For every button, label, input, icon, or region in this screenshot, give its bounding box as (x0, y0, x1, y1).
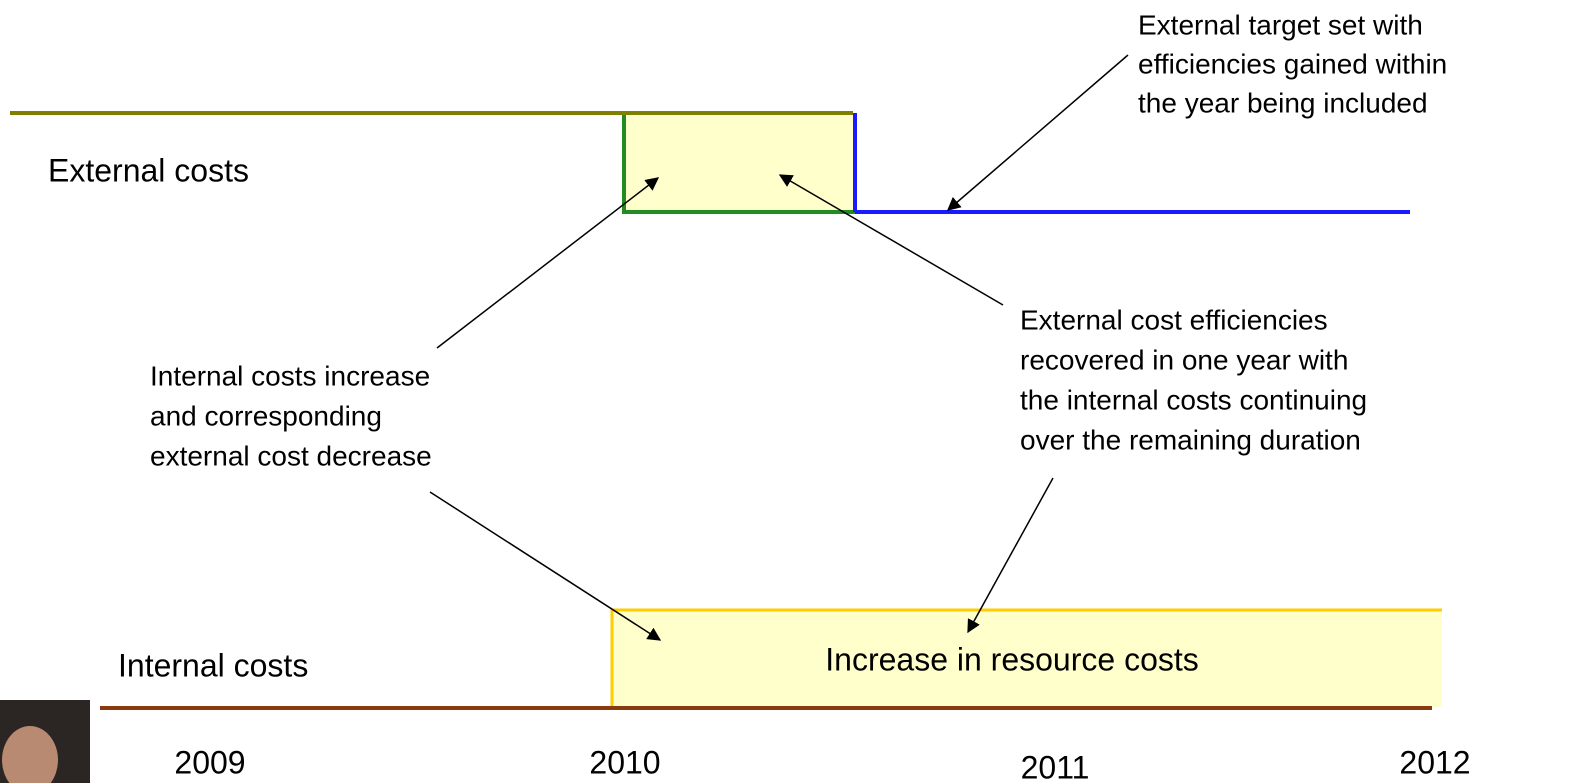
label: Internal costs (118, 647, 308, 683)
annotation: the year being included (1138, 87, 1428, 118)
year: 2009 (174, 744, 245, 780)
label: External costs (48, 152, 249, 188)
label: Increase in resource costs (825, 641, 1199, 677)
arrow (948, 55, 1128, 210)
arrow (780, 175, 1003, 305)
annotation: efficiencies gained within (1138, 48, 1447, 79)
annotation: the internal costs continuing (1020, 384, 1367, 415)
year: 2011 (1021, 749, 1090, 783)
annotation: recovered in one year with (1020, 344, 1348, 375)
annotation: External target set with (1138, 9, 1423, 40)
arrow (437, 178, 658, 348)
annotation: Internal costs increase (150, 360, 430, 391)
year: 2012 (1399, 744, 1470, 780)
arrow (430, 492, 660, 640)
annotation: and corresponding (150, 400, 382, 431)
year: 2010 (589, 744, 660, 780)
diagram: External costs Internal costs Increase i… (0, 0, 1570, 783)
annotation: over the remaining duration (1020, 424, 1361, 455)
annotation: external cost decrease (150, 440, 432, 471)
annotation: External cost efficiencies (1020, 304, 1328, 335)
